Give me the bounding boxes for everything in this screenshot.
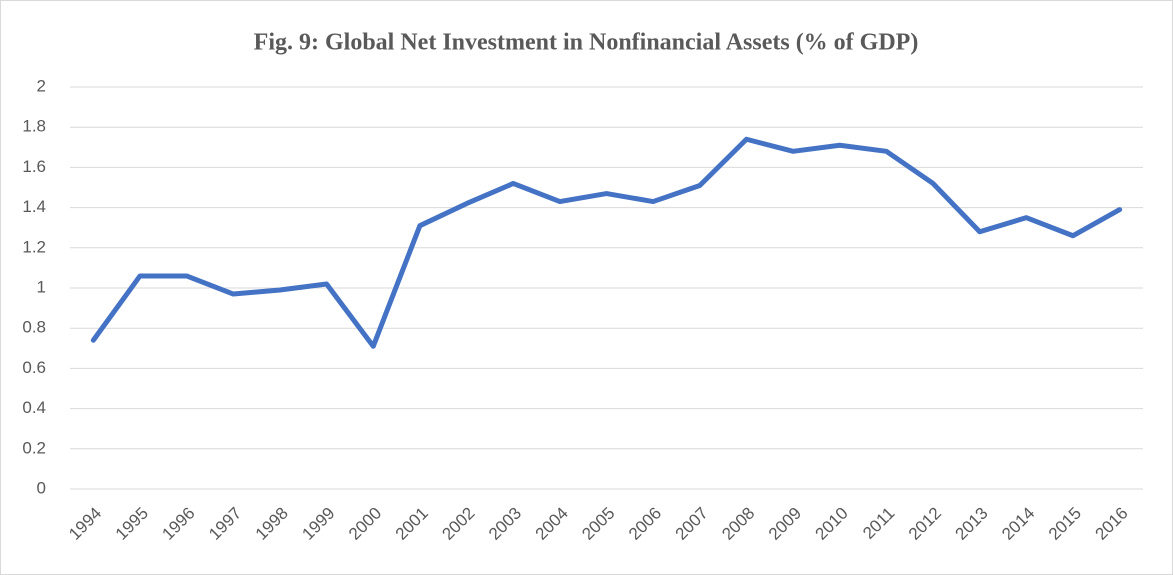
y-tick-label: 0.6 xyxy=(22,358,46,377)
y-tick-label: 1 xyxy=(37,277,46,296)
y-tick-label: 1.2 xyxy=(22,237,46,256)
y-tick-label: 1.8 xyxy=(22,117,46,136)
y-tick-label: 0.8 xyxy=(22,318,46,337)
y-tick-label: 1.4 xyxy=(22,197,46,216)
y-tick-label: 0.4 xyxy=(22,398,46,417)
y-tick-label: 1.6 xyxy=(22,157,46,176)
y-tick-label: 0.2 xyxy=(22,438,46,457)
y-tick-label: 0 xyxy=(37,478,46,497)
y-tick-label: 2 xyxy=(37,76,46,95)
data-line xyxy=(90,136,1123,349)
chart-title: Fig. 9: Global Net Investment in Nonfina… xyxy=(254,30,919,56)
